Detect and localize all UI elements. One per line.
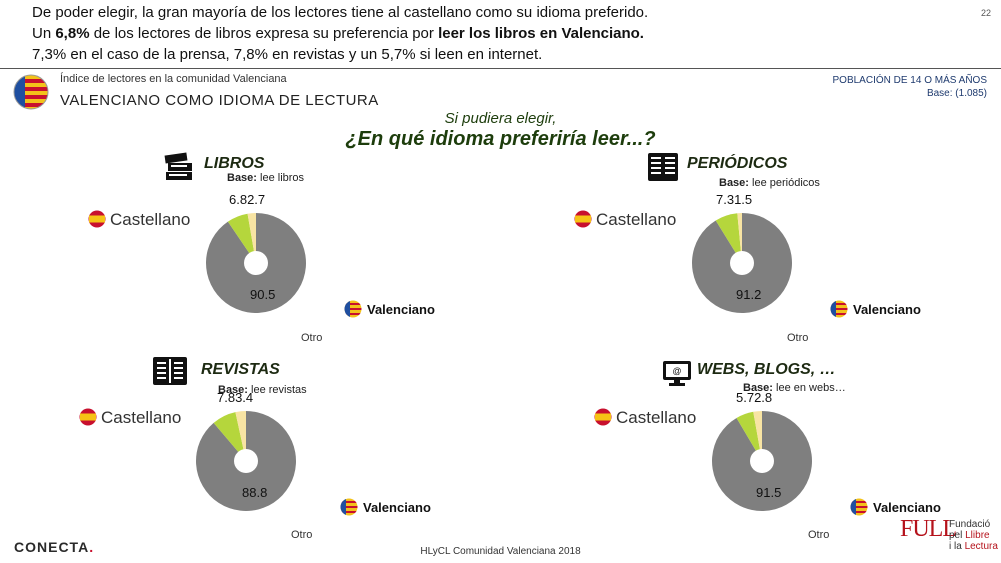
full-logo-text: FULL	[900, 516, 957, 542]
intro-line-1: De poder elegir, la gran mayoría de los …	[32, 4, 649, 21]
base-prefix: Base:	[743, 382, 773, 394]
label-castellano: Castellano	[110, 210, 191, 229]
pie-center-label-webs: 91.5	[756, 485, 782, 500]
pie-center-label-libros: 90.5	[250, 287, 276, 302]
full-logo: FULL	[900, 516, 957, 543]
base-text: lee revistas	[251, 384, 307, 396]
base-prefix: Base:	[227, 172, 257, 184]
pie-top-label-revistas: 7.83.4	[217, 390, 254, 405]
intro-l2d: leer los libros en Valenciano.	[438, 25, 644, 42]
population-note: POBLACIÓN DE 14 O MÁS AÑOS Base: (1.085)	[833, 74, 988, 100]
label-castellano: Castellano	[596, 210, 677, 229]
label-valenciano: Valenciano	[853, 302, 921, 317]
panel-base-webs: Base: lee en webs…	[743, 382, 846, 394]
pie-top-label-periodicos: 7.31.5	[716, 192, 753, 207]
spain-flag-icon	[574, 210, 592, 228]
intro-l2a: Un	[32, 25, 56, 42]
pie-hole-libros	[244, 251, 268, 275]
base-text: lee en webs…	[776, 382, 846, 394]
label-otro: Otro	[301, 332, 323, 344]
computer-icon: @	[663, 361, 691, 386]
panel-base-periodicos: Base: lee periódicos	[719, 177, 820, 189]
books-icon	[164, 152, 192, 180]
label-valenciano: Valenciano	[363, 500, 431, 515]
intro-line-2: Un 6,8% de los lectores de libros expres…	[32, 23, 648, 44]
base-text: lee libros	[260, 172, 305, 184]
spain-flag-icon	[594, 408, 612, 426]
pie-hole-revistas	[234, 449, 258, 473]
pie-slice-libros-valenciano	[227, 213, 256, 263]
header-subtitle: Índice de lectores en la comunidad Valen…	[60, 73, 287, 85]
pie-slice-revistas-otro	[235, 411, 246, 461]
intro-l2c: de los lectores de libros expresa su pre…	[89, 25, 439, 42]
intro-text: De poder elegir, la gran mayoría de los …	[32, 2, 648, 65]
intro-line-3: 7,3% en el caso de la prensa, 7,8% en re…	[32, 46, 543, 63]
divider	[0, 68, 1001, 69]
pie-hole-webs	[750, 449, 774, 473]
page-number: 22	[980, 8, 991, 18]
valencia-flag-small-icon	[850, 498, 868, 516]
label-valenciano: Valenciano	[367, 302, 435, 317]
base-prefix: Base:	[218, 384, 248, 396]
conecta-dot: .	[89, 539, 95, 555]
panel-title-revistas: REVISTAS	[201, 361, 280, 378]
pie-slice-periodicos-otro	[737, 213, 742, 263]
label-otro: Otro	[808, 529, 830, 541]
panel-title-periodicos: PERIÓDICOS	[687, 155, 788, 172]
conecta-logo: CONECTA.	[14, 539, 94, 555]
header-title: VALENCIANO COMO IDIOMA DE LECTURA	[60, 92, 379, 109]
pie-slice-webs-valenciano	[736, 411, 762, 461]
fund-3b: Lectura	[964, 541, 998, 552]
base-text: lee periódicos	[752, 177, 820, 189]
label-valenciano: Valenciano	[873, 500, 941, 515]
newspaper-icon	[648, 153, 678, 181]
fund-line-2: pel Llibre	[949, 530, 998, 541]
fund-line-3: i la Lectura	[949, 541, 998, 552]
fund-2a: pel	[949, 530, 966, 541]
pie-slice-revistas-valenciano	[213, 412, 246, 461]
pie-top-label-webs: 5.72.8	[736, 390, 773, 405]
fundacio-logo-text: Fundació pel Llibre i la Lectura	[949, 519, 998, 552]
pie-center-label-revistas: 88.8	[242, 485, 268, 500]
panel-title-webs: WEBS, BLOGS, …	[697, 361, 836, 378]
base-prefix: Base:	[719, 177, 749, 189]
pie-slice-libros-otro	[247, 213, 256, 263]
spain-flag-icon	[88, 210, 106, 228]
question-line-1: Si pudiera elegir,	[444, 110, 557, 127]
svg-text:@: @	[672, 366, 681, 376]
pie-top-label-libros: 6.82.7	[229, 192, 266, 207]
footer-source: HLyCL Comunidad Valenciana 2018	[420, 546, 581, 557]
spain-flag-icon	[79, 408, 97, 426]
valencia-flag-small-icon	[344, 300, 362, 318]
valencia-flag-small-icon	[830, 300, 848, 318]
population-label: POBLACIÓN DE 14 O MÁS AÑOS	[832, 75, 988, 86]
label-castellano: Castellano	[616, 408, 697, 427]
conecta-text: CONECTA	[14, 539, 90, 555]
label-otro: Otro	[787, 332, 809, 344]
valencia-flag-small-icon	[340, 498, 358, 516]
fund-3a: i la	[949, 541, 965, 552]
panel-base-revistas: Base: lee revistas	[218, 384, 307, 396]
population-base: Base: (1.085)	[926, 88, 987, 99]
fund-line-1: Fundació	[949, 519, 991, 530]
pie-hole-periodicos	[730, 251, 754, 275]
label-otro: Otro	[291, 529, 313, 541]
question-line-2: ¿En qué idioma preferiría leer...?	[345, 128, 656, 150]
magazine-icon	[153, 357, 187, 385]
intro-l2b: 6,8%	[55, 25, 90, 42]
pie-slice-webs-otro	[753, 411, 762, 461]
fund-2b: Llibre	[965, 530, 990, 541]
pie-center-label-periodicos: 91.2	[736, 287, 762, 302]
panel-base-libros: Base: lee libros	[227, 172, 304, 184]
pie-slice-periodicos-valenciano	[715, 213, 742, 263]
label-castellano: Castellano	[101, 408, 182, 427]
valencia-flag-icon	[13, 74, 49, 110]
panel-title-libros: LIBROS	[204, 155, 265, 172]
